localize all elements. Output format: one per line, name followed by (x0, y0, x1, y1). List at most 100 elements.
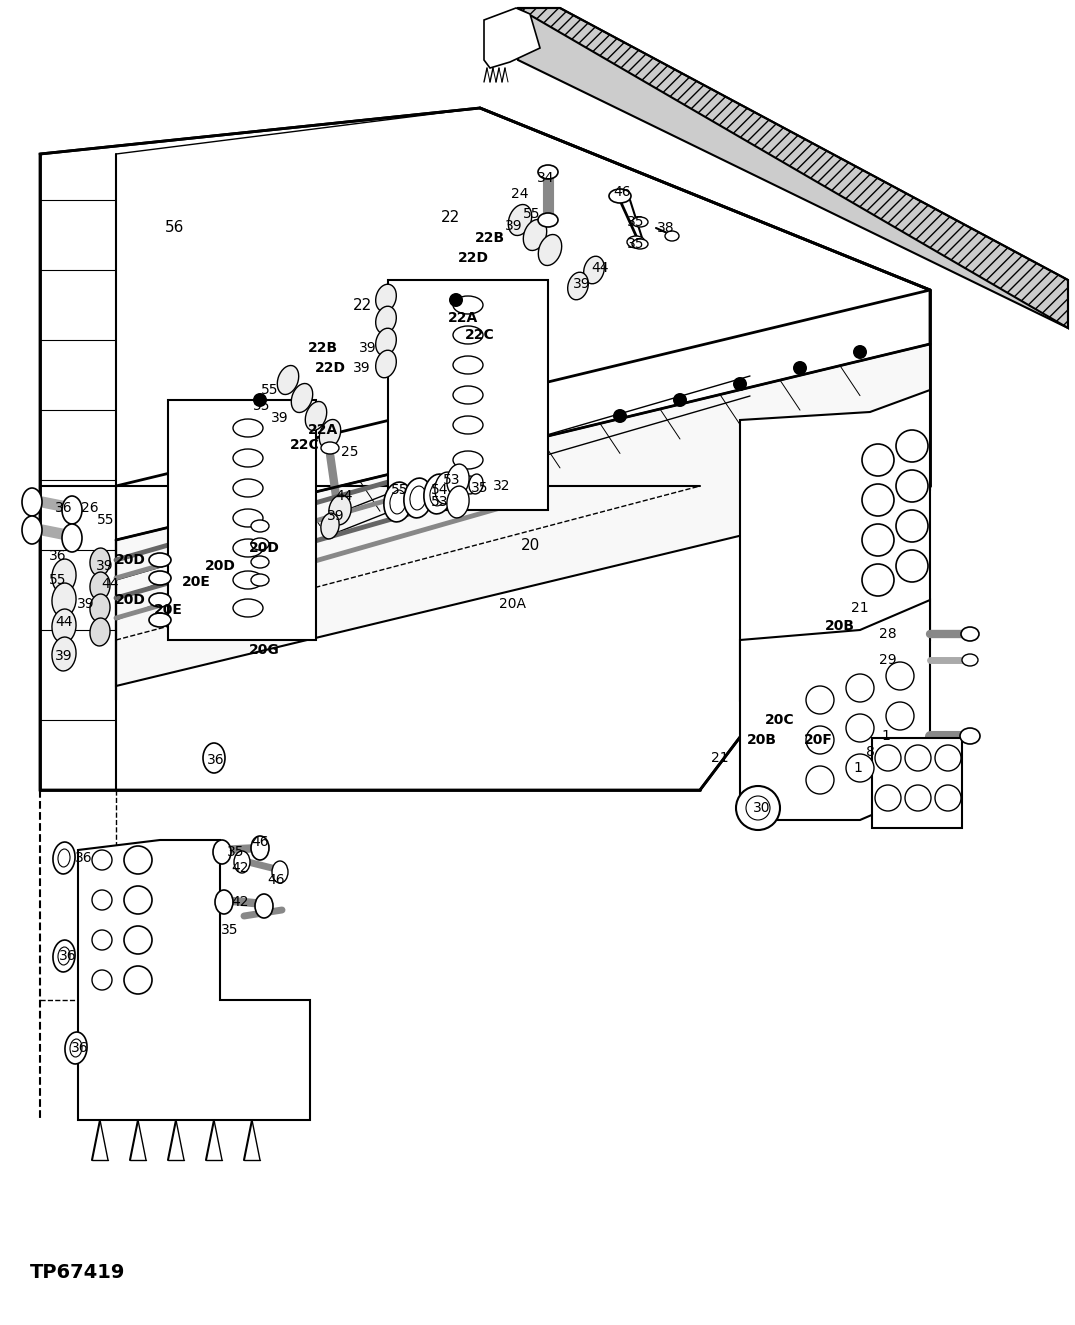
Text: 22D: 22D (315, 360, 345, 375)
Ellipse shape (524, 220, 547, 250)
Ellipse shape (632, 217, 648, 227)
Ellipse shape (277, 366, 299, 395)
Text: 8: 8 (865, 745, 874, 759)
Ellipse shape (233, 509, 263, 527)
Ellipse shape (469, 474, 483, 494)
Ellipse shape (321, 443, 339, 454)
Ellipse shape (453, 451, 483, 469)
Ellipse shape (62, 496, 82, 523)
Text: 22B: 22B (475, 231, 505, 245)
Circle shape (862, 484, 894, 515)
Text: 21: 21 (712, 751, 729, 765)
Text: 39: 39 (354, 360, 371, 375)
Circle shape (886, 662, 914, 690)
Polygon shape (78, 840, 310, 1120)
Ellipse shape (329, 496, 352, 525)
Circle shape (92, 970, 112, 990)
Text: 55: 55 (49, 572, 67, 587)
Circle shape (92, 851, 112, 871)
Text: 20E: 20E (182, 575, 211, 590)
Ellipse shape (233, 449, 263, 466)
Circle shape (862, 444, 894, 476)
Ellipse shape (453, 386, 483, 404)
Ellipse shape (453, 356, 483, 374)
Circle shape (846, 754, 874, 782)
Ellipse shape (390, 490, 406, 514)
Text: 20B: 20B (825, 619, 855, 633)
Text: 55: 55 (97, 513, 115, 527)
Circle shape (875, 784, 901, 811)
Ellipse shape (250, 574, 269, 586)
Text: TP67419: TP67419 (30, 1263, 126, 1281)
Ellipse shape (52, 637, 76, 670)
Text: 22B: 22B (307, 341, 338, 355)
Ellipse shape (508, 204, 532, 236)
Text: 22: 22 (354, 298, 373, 313)
Circle shape (862, 523, 894, 556)
Ellipse shape (632, 238, 648, 249)
Text: 22A: 22A (448, 311, 478, 325)
Ellipse shape (250, 836, 269, 860)
Text: 44: 44 (335, 489, 353, 504)
Circle shape (673, 394, 687, 407)
Bar (168, 400, 316, 640)
Ellipse shape (424, 474, 453, 514)
Text: 21: 21 (851, 602, 869, 615)
Ellipse shape (375, 329, 397, 356)
Circle shape (124, 845, 152, 874)
Ellipse shape (233, 571, 263, 590)
Ellipse shape (539, 235, 562, 265)
Ellipse shape (447, 486, 469, 518)
Circle shape (253, 394, 267, 407)
Text: 36: 36 (59, 949, 76, 963)
Text: 53: 53 (431, 496, 448, 509)
Text: 42: 42 (231, 894, 248, 909)
Ellipse shape (22, 488, 42, 515)
Text: 20D: 20D (115, 594, 145, 607)
Ellipse shape (250, 556, 269, 568)
Bar (388, 280, 548, 510)
Circle shape (449, 293, 463, 307)
Ellipse shape (272, 861, 288, 882)
Text: 35: 35 (221, 924, 239, 937)
Circle shape (92, 890, 112, 910)
Circle shape (736, 786, 780, 829)
Ellipse shape (538, 166, 558, 179)
Ellipse shape (149, 553, 171, 567)
Ellipse shape (53, 841, 75, 874)
Ellipse shape (319, 420, 341, 448)
Ellipse shape (435, 472, 457, 504)
Ellipse shape (149, 594, 171, 607)
Circle shape (124, 926, 152, 954)
Text: 20C: 20C (765, 713, 794, 727)
Circle shape (846, 674, 874, 702)
Ellipse shape (404, 478, 432, 518)
Text: 39: 39 (327, 509, 345, 523)
Circle shape (124, 966, 152, 994)
Text: 20A: 20A (499, 598, 526, 611)
Text: 35: 35 (227, 845, 245, 859)
Ellipse shape (453, 295, 483, 314)
Text: 55: 55 (261, 383, 278, 397)
Circle shape (613, 409, 627, 423)
Ellipse shape (291, 383, 313, 412)
Text: 22C: 22C (290, 439, 320, 452)
Circle shape (846, 714, 874, 742)
Ellipse shape (215, 890, 233, 914)
Text: 20B: 20B (747, 733, 777, 747)
Text: 44: 44 (101, 576, 118, 591)
Polygon shape (740, 600, 930, 820)
Text: 32: 32 (493, 480, 511, 493)
Text: 39: 39 (96, 559, 114, 572)
Text: 44: 44 (55, 615, 73, 629)
Ellipse shape (453, 416, 483, 435)
Text: 36: 36 (55, 501, 73, 515)
Ellipse shape (234, 851, 250, 873)
Ellipse shape (250, 519, 269, 533)
Text: 44: 44 (591, 261, 608, 276)
Ellipse shape (203, 743, 225, 772)
Text: 25: 25 (341, 445, 359, 458)
Ellipse shape (305, 401, 327, 431)
Ellipse shape (149, 613, 171, 627)
Text: 39: 39 (55, 649, 73, 662)
